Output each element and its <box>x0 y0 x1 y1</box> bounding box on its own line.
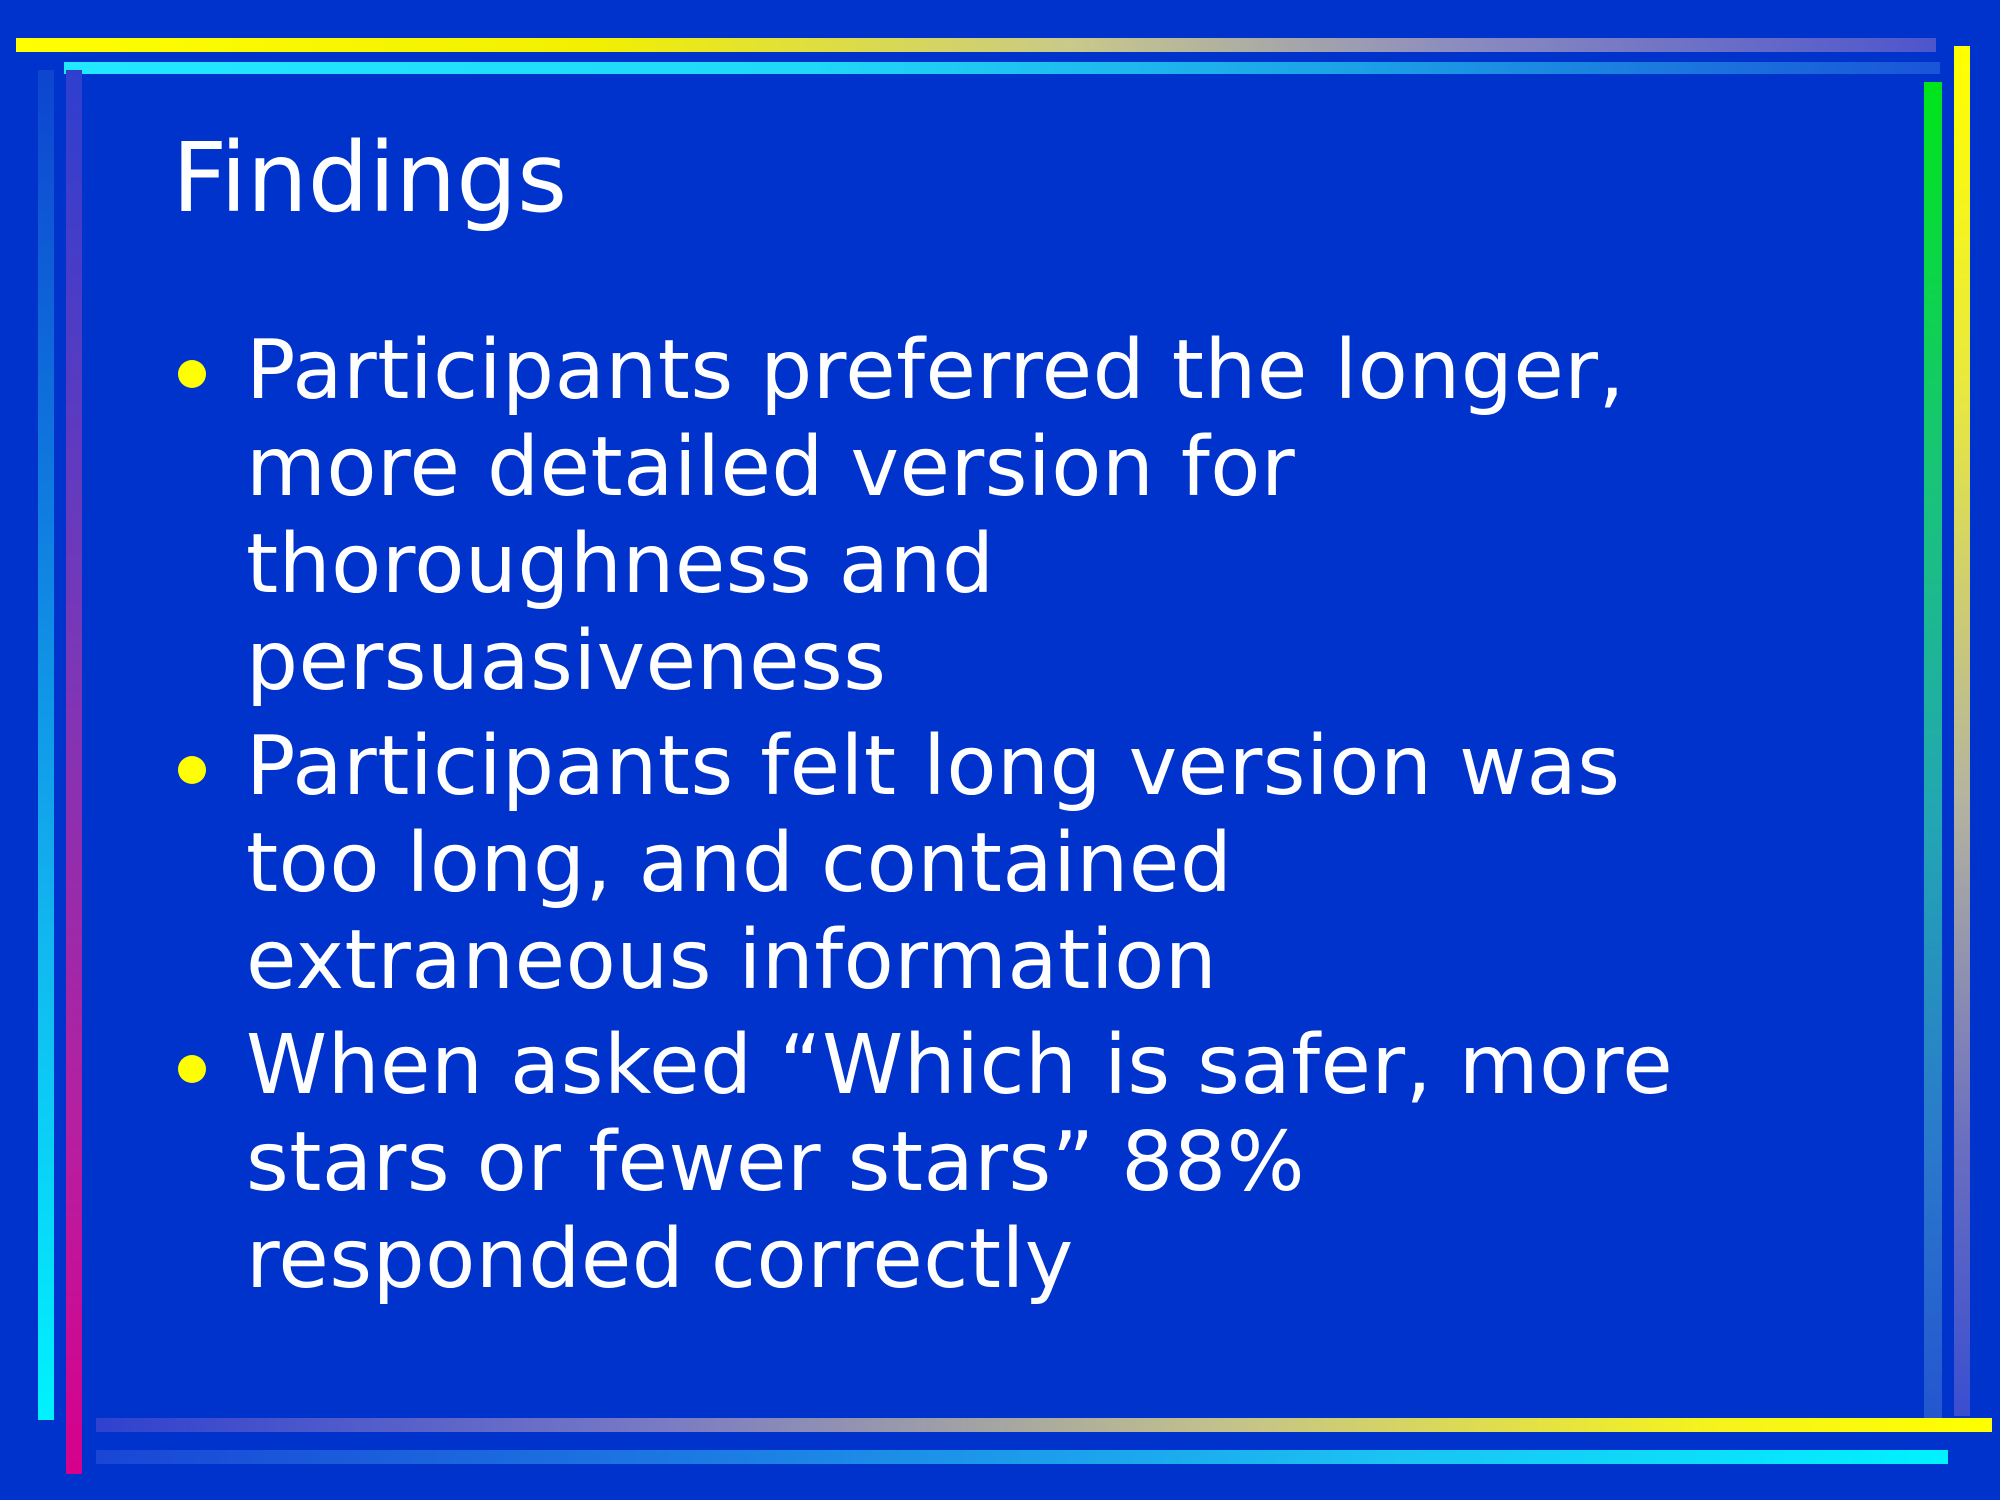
bullet-line: stars or fewer stars” 88% <box>246 1115 1306 1210</box>
bullet-line: When asked “Which is safer, more <box>246 1018 1674 1113</box>
bullet-line: Participants preferred the longer, <box>246 323 1626 418</box>
bullet-item-3: When asked “Which is safer, more stars o… <box>172 1017 1872 1308</box>
slide-title: Findings <box>172 122 568 234</box>
bullet-line: more detailed version for <box>246 420 1296 515</box>
left-cyan-border-bar <box>38 70 54 1420</box>
left-magenta-border-bar <box>66 70 82 1474</box>
right-green-border-bar <box>1924 82 1942 1422</box>
bullet-line: extraneous information <box>246 913 1218 1008</box>
bullet-dot-icon <box>178 756 206 784</box>
bullet-line: persuasiveness <box>246 614 887 709</box>
bullet-dot-icon <box>178 1055 206 1083</box>
top-cyan-border-bar <box>64 62 1940 74</box>
bullet-line: responded correctly <box>246 1212 1074 1307</box>
bullet-text: Participants preferred the longer, more … <box>246 322 1872 710</box>
bullet-text: Participants felt long version was too l… <box>246 718 1872 1009</box>
bottom-cyan-border-bar <box>96 1450 1948 1464</box>
bullet-line: thoroughness and <box>246 517 995 612</box>
bullet-text: When asked “Which is safer, more stars o… <box>246 1017 1872 1308</box>
bottom-yellow-border-bar <box>96 1418 1992 1432</box>
bullet-line: too long, and contained <box>246 816 1233 911</box>
top-yellow-border-bar <box>16 38 1936 52</box>
bullet-list: Participants preferred the longer, more … <box>172 322 1872 1316</box>
bullet-item-1: Participants preferred the longer, more … <box>172 322 1872 710</box>
bullet-line: Participants felt long version was <box>246 719 1621 814</box>
bullet-item-2: Participants felt long version was too l… <box>172 718 1872 1009</box>
right-yellow-border-bar <box>1954 46 1970 1416</box>
bullet-dot-icon <box>178 360 206 388</box>
